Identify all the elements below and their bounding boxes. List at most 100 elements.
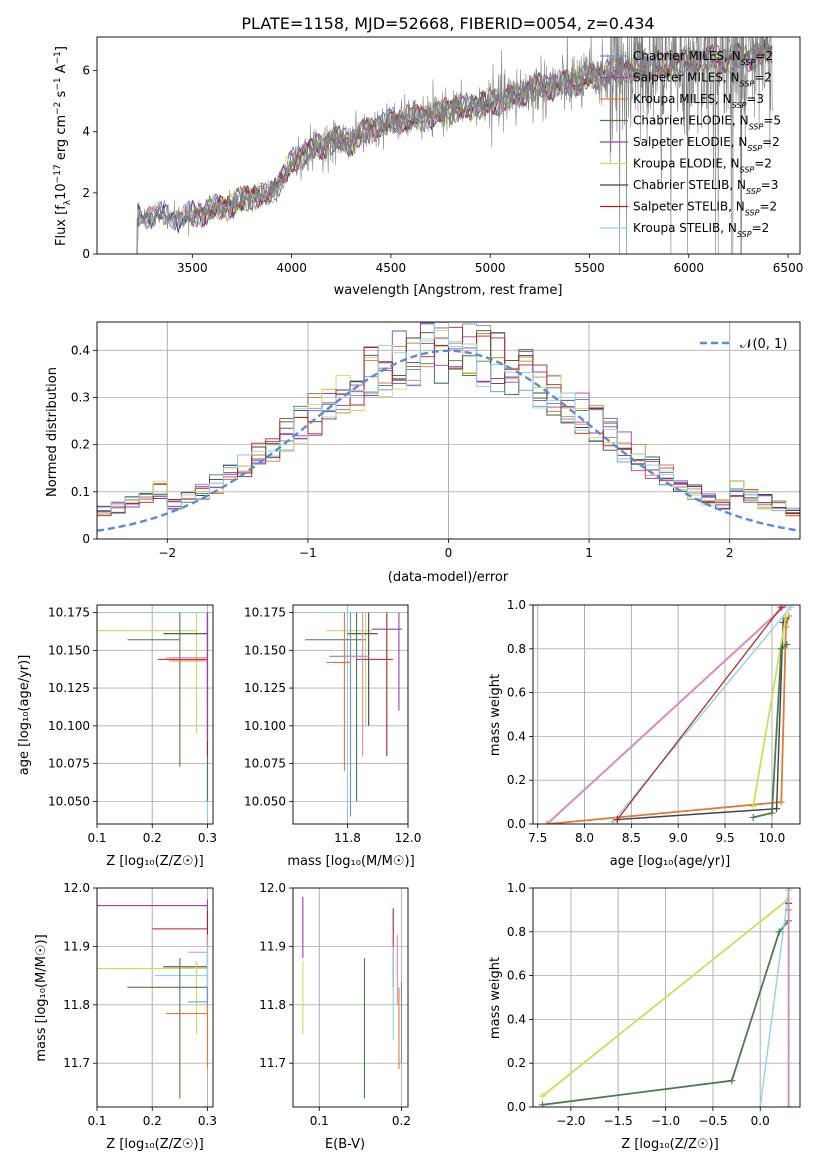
age-vs-z-ylabel: age [log₁₀(age/yr)] <box>17 655 32 776</box>
mass-weight-line <box>752 615 787 807</box>
weight-vs-z-xlabel: Z [log₁₀(Z/Z☉)] <box>621 1137 718 1152</box>
age-vs-mass-panel: 11.8 12.0 10.050 10.075 10.100 10.125 10.150 10… <box>244 604 421 869</box>
error-bar-point <box>305 612 366 802</box>
residuals-xlabel: (data-model)/error <box>388 570 509 585</box>
legend-label: Chabrier ELODIE, NSSP=5 <box>633 114 781 132</box>
legend-label-sub: SSP <box>737 230 752 239</box>
plus-marker <box>756 1103 764 1107</box>
mass-weight-line <box>612 606 792 823</box>
age-vs-mass-ytick-label: 10.100 <box>244 719 286 733</box>
age-vs-mass-axes: 11.8 12.0 10.050 10.075 10.100 10.125 10.150 10… <box>244 604 421 845</box>
legend-label-value: =5 <box>763 114 781 128</box>
age-vs-mass-ytick-label: 10.075 <box>244 757 286 771</box>
legend-entry: Chabrier STELIB, NSSP=3 <box>600 178 778 196</box>
residuals-xtick-label: 1 <box>585 546 593 560</box>
weight-vs-age-xtick-label: 9.5 <box>716 831 735 845</box>
mass-vs-z-frame <box>96 887 214 1108</box>
legend-entry: Salpeter ELODIE, NSSP=2 <box>600 135 780 153</box>
age-vs-mass-ytick-label: 10.050 <box>244 794 286 808</box>
weight-vs-z-xtick-label: 0.0 <box>751 1114 770 1128</box>
legend-label-sub: SSP <box>745 208 760 217</box>
legend-label-value: =2 <box>759 200 777 214</box>
mass-vs-ebv-ytick-label: 12.0 <box>259 881 286 895</box>
error-bar-point <box>97 961 208 1034</box>
legend-label-normal: 𝒩(0, 1) <box>740 337 787 352</box>
legend-label-value: =2 <box>754 71 772 85</box>
spectrum-ylabel-part: λ <box>63 199 73 205</box>
residuals-frame <box>96 321 801 540</box>
spectrum-ylabel-part: −17 <box>53 164 63 183</box>
mass-vs-ebv-xtick-label: 0.2 <box>392 1114 411 1128</box>
weight-vs-z-plot-area <box>533 888 800 1107</box>
mass-vs-z-ytick-label: 11.8 <box>63 998 90 1012</box>
spectrum-ylabel-part: A <box>54 64 69 77</box>
legend-label-text: Kroupa ELODIE, N <box>633 157 740 171</box>
weight-vs-age-xlabel: age [log₁₀(age/yr)] <box>610 854 731 869</box>
legend-label-text: Kroupa STELIB, N <box>633 221 737 235</box>
legend-label: Kroupa MILES, NSSP=3 <box>633 92 764 110</box>
weight-vs-age-clip-group <box>533 605 800 824</box>
legend-label: Chabrier STELIB, NSSP=3 <box>633 178 778 196</box>
age-vs-z-ytick-label: 10.075 <box>48 757 90 771</box>
legend-label-sub: SSP <box>741 58 756 67</box>
mass-weight-line <box>759 890 790 1107</box>
weight-vs-age-ylabel: mass weight <box>488 674 503 756</box>
weight-vs-age-ytick-label: 1.0 <box>507 598 526 612</box>
legend-label-text: Salpeter ELODIE, N <box>633 135 747 149</box>
residuals-xtick-label: 2 <box>726 546 734 560</box>
mass-vs-z-ytick-label: 12.0 <box>63 881 90 895</box>
legend-label: Salpeter STELIB, NSSP=2 <box>633 200 777 218</box>
spectrum-title: PLATE=1158, MJD=52668, FIBERID=0054, z=0… <box>241 14 654 33</box>
spectrum-ylabel-part: −1 <box>53 51 63 64</box>
age-vs-z-ytick-label: 10.175 <box>48 606 90 620</box>
weight-vs-z-xtick-label: −0.5 <box>698 1114 727 1128</box>
spectrum-xlabel: wavelength [Angstrom, rest frame] <box>334 283 563 298</box>
residuals-ytick-label: 0.2 <box>71 438 90 452</box>
weight-vs-z-xtick-label: −1.5 <box>604 1114 633 1128</box>
mass-vs-z-ytick-label: 11.7 <box>63 1056 90 1070</box>
legend-label: Kroupa ELODIE, NSSP=2 <box>633 157 772 175</box>
legend-entry: Salpeter STELIB, NSSP=2 <box>600 200 777 218</box>
residuals-ytick-label: 0.1 <box>71 485 90 499</box>
residuals-ytick-label: 0.4 <box>71 343 90 357</box>
spectrum-plot-area <box>132 37 773 254</box>
age-vs-z-xtick-label: 0.1 <box>87 831 106 845</box>
age-vs-z-ytick-label: 10.150 <box>48 643 90 657</box>
plus-marker <box>785 888 793 892</box>
legend-label-text: Salpeter STELIB, N <box>633 200 745 214</box>
mass-vs-z-clip-group <box>97 888 213 1107</box>
age-vs-z-clip-group <box>97 605 213 824</box>
age-vs-z-panel: 0.1 0.2 0.3 10.050 10.075 10.100 10.125 10.150 1… <box>17 604 217 869</box>
spectrum-ylabel-part: Flux [f <box>54 205 69 246</box>
plus-marker <box>613 816 621 824</box>
legend-label-sub: SSP <box>747 144 762 153</box>
weight-vs-age-frame <box>532 604 801 825</box>
error-bar-point <box>166 1004 209 1070</box>
age-vs-z-xtick-label: 0.3 <box>198 831 217 845</box>
residuals-xtick-label: 0 <box>445 546 453 560</box>
plus-marker <box>787 605 795 611</box>
spectrum-ylabel-part: erg cm <box>54 115 69 164</box>
legend-label-text: Chabrier STELIB, N <box>633 178 746 192</box>
age-vs-z-plot-area <box>97 605 213 824</box>
spectrum-frame <box>96 36 801 255</box>
age-vs-mass-ytick-label: 10.150 <box>244 643 286 657</box>
spectrum-ytick-label: 0 <box>82 247 90 261</box>
residuals-clip-group <box>97 322 800 539</box>
mass-vs-z-ytick-label: 11.9 <box>63 939 90 953</box>
mass-vs-z-axes: 0.1 0.2 0.3 11.7 11.8 11.9 12.0 <box>63 881 217 1128</box>
weight-vs-age-panel: 7.5 8.0 8.5 9.0 9.5 10.0 0.0 0.2 0.4 0.6 0.8 1.0 ag… <box>488 598 801 869</box>
legend-entry: Chabrier ELODIE, NSSP=5 <box>600 114 781 132</box>
legend-label-text: Chabrier MILES, N <box>633 49 741 63</box>
mass-vs-ebv-ytick-label: 11.8 <box>259 998 286 1012</box>
error-bar-point <box>127 958 208 1099</box>
legend-entry: Kroupa MILES, NSSP=3 <box>600 92 764 110</box>
weight-vs-age-ytick-label: 0.6 <box>507 686 526 700</box>
mass-vs-z-xtick-label: 0.1 <box>87 1114 106 1128</box>
residuals-xtick-label: −1 <box>299 546 317 560</box>
age-vs-mass-plot-area <box>293 605 408 824</box>
mass-vs-ebv-ytick-label: 11.7 <box>259 1056 286 1070</box>
